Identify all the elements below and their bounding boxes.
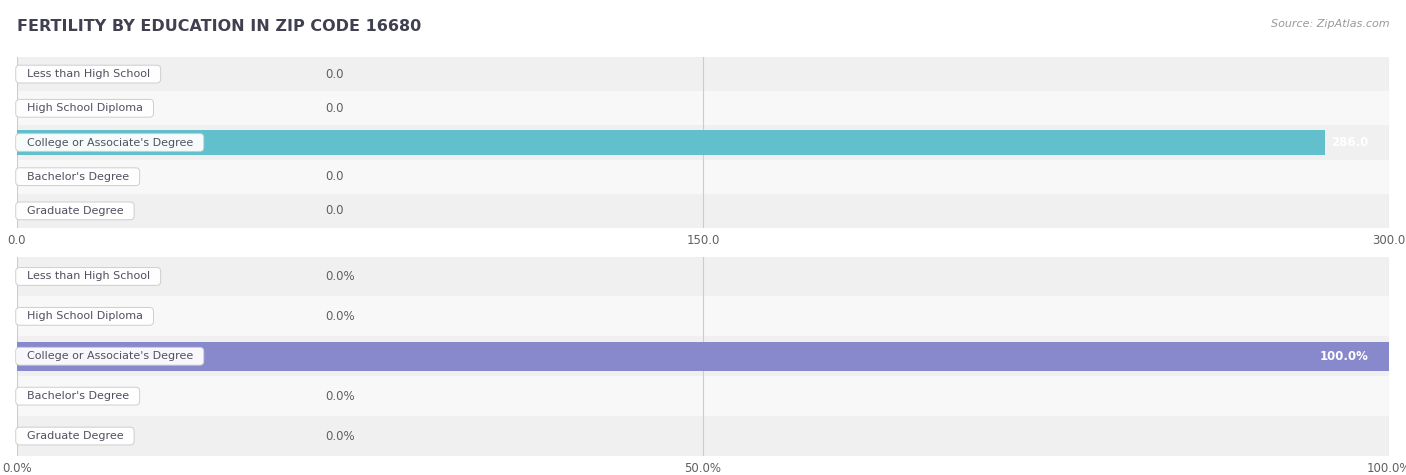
Text: 0.0: 0.0 bbox=[326, 170, 344, 183]
Bar bbox=[17, 57, 1389, 91]
Text: Graduate Degree: Graduate Degree bbox=[20, 431, 131, 441]
Text: College or Associate's Degree: College or Associate's Degree bbox=[20, 137, 200, 148]
Text: 0.0: 0.0 bbox=[326, 204, 344, 218]
Bar bbox=[17, 160, 1389, 194]
Bar bbox=[17, 376, 1389, 416]
Text: Bachelor's Degree: Bachelor's Degree bbox=[20, 171, 136, 182]
Text: FERTILITY BY EDUCATION IN ZIP CODE 16680: FERTILITY BY EDUCATION IN ZIP CODE 16680 bbox=[17, 19, 422, 34]
Text: Bachelor's Degree: Bachelor's Degree bbox=[20, 391, 136, 401]
Text: 286.0: 286.0 bbox=[1331, 136, 1368, 149]
Bar bbox=[17, 416, 1389, 456]
Text: 0.0%: 0.0% bbox=[326, 310, 356, 323]
Bar bbox=[17, 125, 1389, 160]
Text: 0.0%: 0.0% bbox=[326, 270, 356, 283]
Bar bbox=[17, 256, 1389, 296]
Bar bbox=[17, 130, 1324, 155]
Text: 100.0%: 100.0% bbox=[1320, 350, 1368, 363]
Text: Less than High School: Less than High School bbox=[20, 69, 156, 79]
Text: High School Diploma: High School Diploma bbox=[20, 103, 149, 114]
Text: College or Associate's Degree: College or Associate's Degree bbox=[20, 351, 200, 361]
Bar bbox=[17, 342, 1389, 370]
Text: Less than High School: Less than High School bbox=[20, 271, 156, 282]
Text: 0.0: 0.0 bbox=[326, 102, 344, 115]
Text: High School Diploma: High School Diploma bbox=[20, 311, 149, 322]
Text: 0.0%: 0.0% bbox=[326, 429, 356, 443]
Text: Source: ZipAtlas.com: Source: ZipAtlas.com bbox=[1271, 19, 1389, 29]
Text: 0.0%: 0.0% bbox=[326, 390, 356, 403]
Bar bbox=[17, 336, 1389, 376]
Text: Graduate Degree: Graduate Degree bbox=[20, 206, 131, 216]
Bar bbox=[17, 296, 1389, 336]
Bar bbox=[17, 194, 1389, 228]
Text: 0.0: 0.0 bbox=[326, 67, 344, 81]
Bar bbox=[17, 91, 1389, 125]
